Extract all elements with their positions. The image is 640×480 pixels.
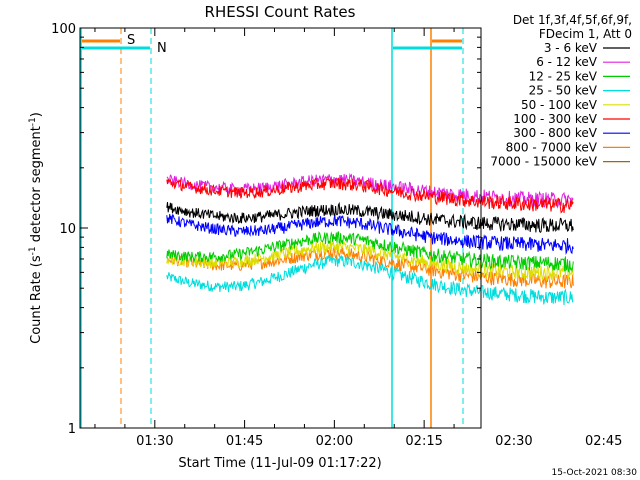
legend-entry-label: 3 - 6 keV xyxy=(544,41,598,55)
legend-entry-label: 25 - 50 keV xyxy=(529,84,598,98)
legend-entry-label: 50 - 100 keV xyxy=(521,98,598,112)
legend-header-line-2: FDecim 1, Att 0 xyxy=(539,27,632,41)
series-line-6-12-kev xyxy=(166,172,574,209)
x-tick-label: 01:30 xyxy=(136,434,173,449)
x-tick-label: 01:45 xyxy=(226,434,263,449)
saa-marker-label: S xyxy=(127,33,135,48)
y-axis-label: Count Rate (s-1 detector segment-1) xyxy=(28,112,44,344)
y-axis-label-main: Count Rate (s xyxy=(29,255,44,344)
x-axis-label: Start Time (11-Jul-09 01:17:22) xyxy=(178,456,381,471)
legend-entry-label: 7000 - 15000 keV xyxy=(490,155,597,169)
y-axis-label-sup1: -1 xyxy=(28,246,38,255)
x-tick-label: 02:00 xyxy=(316,434,353,449)
series-line-100-300-kev xyxy=(166,177,574,214)
series-line-3-6-kev xyxy=(166,201,574,234)
legend: Det 1f,3f,4f,5f,6f,9f, FDecim 1, Att 0 3… xyxy=(490,13,632,169)
series-layer xyxy=(166,172,574,306)
y-tick-label: 1 xyxy=(68,422,76,437)
legend-entry-label: 6 - 12 keV xyxy=(536,55,598,69)
legend-entry-label: 100 - 300 keV xyxy=(513,112,597,126)
y-tick-label: 100 xyxy=(51,22,76,37)
legend-entry-label: 300 - 800 keV xyxy=(513,126,597,140)
footer-timestamp: 15-Oct-2021 08:30 xyxy=(552,468,638,478)
chart-title: RHESSI Count Rates xyxy=(205,3,356,21)
x-tick-label: 02:45 xyxy=(585,434,622,449)
y-axis-label-end: ) xyxy=(29,112,44,117)
legend-entry-label: 800 - 7000 keV xyxy=(506,140,598,154)
series-line-25-50-kev xyxy=(166,254,574,306)
y-axis: 1 10 100 xyxy=(51,22,481,437)
y-tick-label: 10 xyxy=(59,222,76,237)
legend-header-line-1: Det 1f,3f,4f,5f,6f,9f, xyxy=(513,13,632,27)
y-axis-label-mid: detector segment xyxy=(29,126,44,246)
x-axis: 01:30 01:45 02:00 02:15 02:30 02:45 xyxy=(94,28,622,449)
series-line-12-25-kev xyxy=(166,230,574,274)
legend-entry-label: 12 - 25 keV xyxy=(529,69,598,83)
series-line-300-800-kev xyxy=(166,214,574,255)
y-axis-label-sup2: -1 xyxy=(28,117,38,126)
night-marker-label: N xyxy=(157,41,167,56)
series-line-800-7000-kev xyxy=(166,244,574,289)
series-line-50-100-kev xyxy=(166,240,574,281)
x-tick-label: 02:30 xyxy=(495,434,532,449)
x-tick-label: 02:15 xyxy=(405,434,442,449)
